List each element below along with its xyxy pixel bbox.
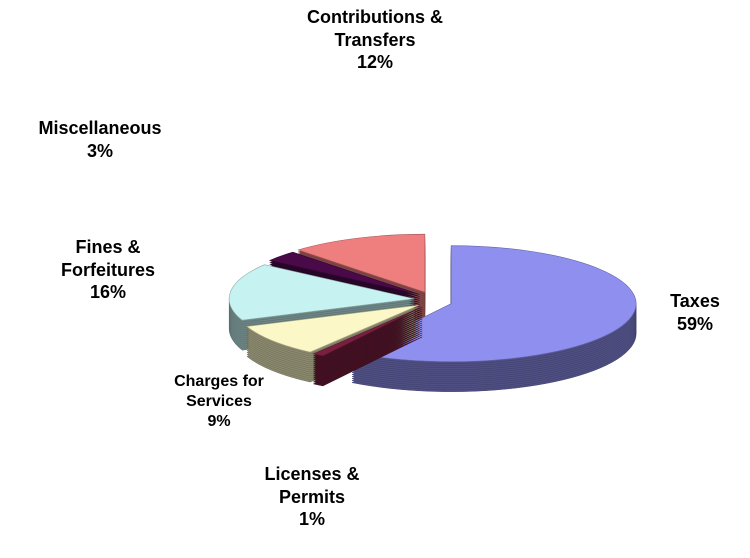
category-name: Contributions & Transfers <box>307 7 443 50</box>
value-label: 12% <box>356 52 394 72</box>
category-name: Taxes <box>670 291 720 311</box>
value-label: 3% <box>86 140 113 161</box>
category-name: Fines & Forfeitures <box>60 237 156 280</box>
slice-top <box>297 233 426 293</box>
slice-top <box>228 264 415 321</box>
slice-label: Charges for Services 9% <box>144 372 294 432</box>
slice-label: Fines & Forfeitures 16% <box>33 236 183 304</box>
value-label: 1% <box>298 509 325 529</box>
slice-top <box>268 251 420 295</box>
slice-label: Licenses & Permits 1% <box>232 463 392 531</box>
category-name: Licenses & Permits <box>264 464 360 507</box>
slice-top <box>351 245 637 362</box>
slice-label: Taxes 59% <box>650 290 740 335</box>
slice <box>312 306 423 387</box>
value-label: 59% <box>676 313 714 334</box>
category-name: Charges for Services <box>174 373 264 410</box>
slice-label: Miscellaneous 3% <box>5 117 195 162</box>
category-name: Miscellaneous <box>38 118 162 138</box>
value-label: 16% <box>89 282 127 302</box>
slice-label: Contributions & Transfers 12% <box>265 6 485 74</box>
slice-top <box>312 306 423 357</box>
slice <box>351 245 637 392</box>
slice-top <box>246 304 420 353</box>
value-label: 9% <box>207 413 231 430</box>
